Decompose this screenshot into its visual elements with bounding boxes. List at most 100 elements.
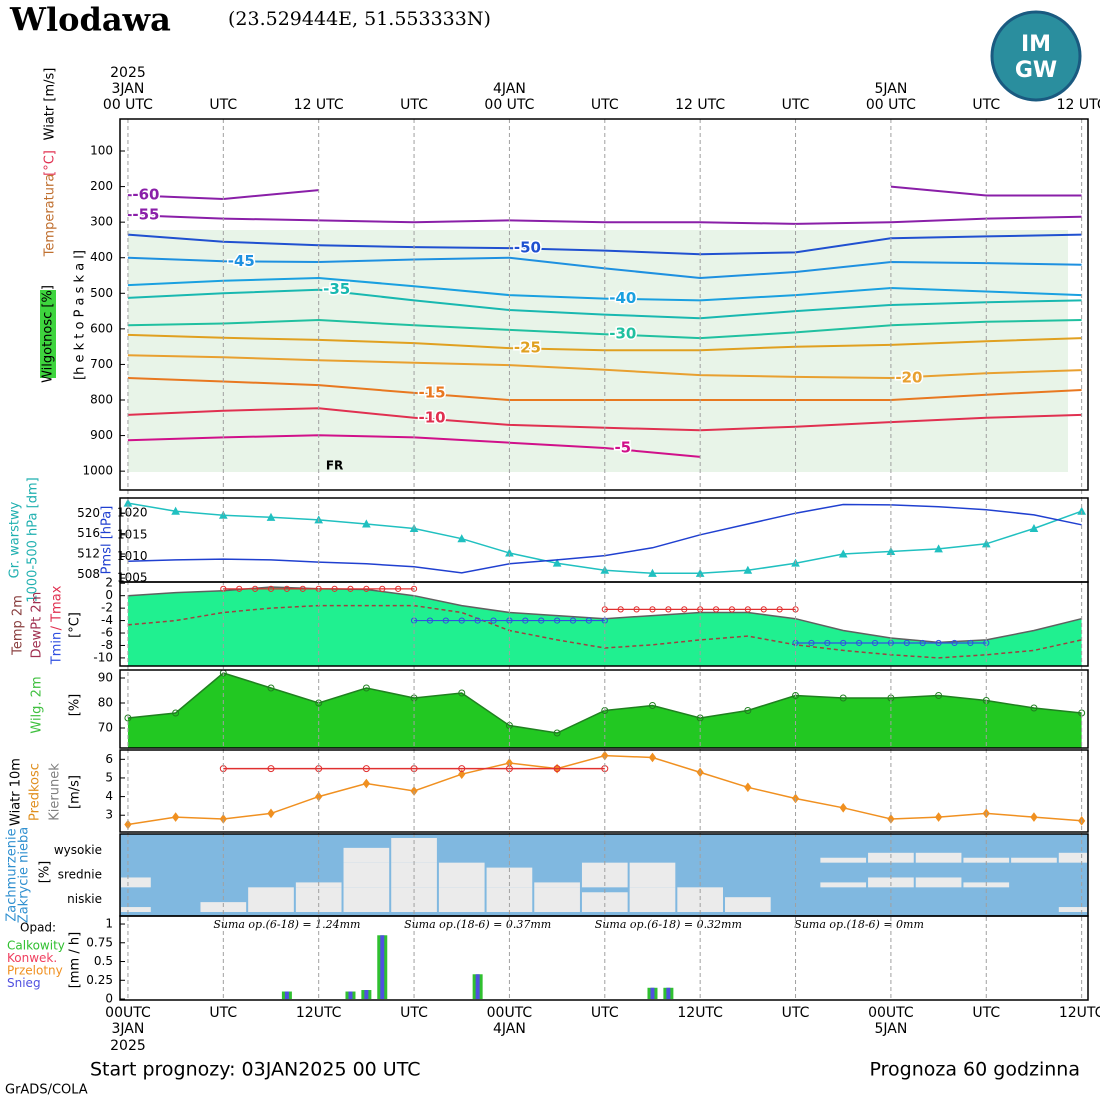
marker [283,585,290,592]
marker [267,808,275,819]
y-tick-label: 0.75 [86,935,113,949]
y-tick-label: 70 [98,721,113,735]
precip-bar [364,990,369,1000]
y-tick-label: 600 [90,321,113,335]
marker [728,606,736,613]
cloud-bar [1058,907,1087,912]
y-tick-label: 1005 [117,571,148,585]
x-tick-label: 00 UTC [484,97,534,113]
precip-sum: Suma op.(6-18) = 1.24mm [213,918,360,931]
isotherm [127,354,1082,380]
y-tick-label: 0.25 [86,973,113,987]
precip-bar [380,935,385,1000]
x-tick-label: 00 UTC [866,97,916,113]
marker [363,585,370,592]
axis-label: Tmin [50,632,65,665]
y-tick-label: 1000 [82,464,113,478]
axis-label: 1000-500 hPa [dm] [26,477,41,602]
marker [442,617,449,624]
cloud-bar [343,862,390,888]
isotherm-label: -45 [228,252,255,270]
axis-label: Wilg. 2m [30,676,45,733]
marker [426,617,434,624]
area [127,673,1082,748]
marker [553,765,561,773]
marker [1030,812,1038,822]
x-tick-label: UTC [400,1005,428,1021]
legend-entry: Calkowity [7,939,65,953]
y-tick-label: -2 [101,601,113,615]
marker [935,639,942,647]
isotherm [127,276,1082,302]
annotation: FR [326,458,343,472]
marker [171,506,180,515]
marker [362,684,370,692]
marker [776,606,783,613]
date-label: 4JAN [493,1021,526,1037]
x-tick-label: 00 UTC [103,97,153,113]
x-tick-label: UTC [591,1005,619,1021]
y-tick-label: 500 [90,286,113,300]
isotherm [127,214,1082,225]
isotherm-label: -25 [514,339,541,357]
isotherm-label: -60 [132,186,159,204]
category-label: wysokie [54,843,102,857]
x-tick-label: 12 UTC [675,97,725,113]
precip-sum: Suma op.(18-6) = 0.37mm [404,918,551,931]
y-tick-label: 1010 [117,549,148,563]
date-label: 5JAN [874,81,907,97]
marker [1030,704,1038,712]
marker [490,617,497,624]
y-tick-label: 3 [105,808,113,822]
y-tick-label: 0 [105,992,113,1006]
axis-label: Gr. warstwy [8,501,23,578]
marker [712,606,720,613]
axis-label: Pmsl [hPa] [100,506,115,575]
axis-label: / Tmax [50,585,65,630]
x-tick-label: 00UTC [487,1005,533,1021]
marker [395,585,402,592]
axis-label: [m/s] [68,775,83,809]
axis-label: Kierunek [48,763,63,821]
marker [267,765,275,773]
marker [267,684,275,692]
isotherm-label: -35 [323,280,350,298]
year-label: 2025 [110,65,146,81]
cloud-bar [343,847,390,863]
marker [347,585,354,592]
marker [824,639,831,647]
marker [252,585,259,592]
precip-bar [475,974,480,1000]
marker [935,692,943,699]
marker [744,707,752,714]
cloud-bar [581,892,628,912]
isotherm-label: -20 [895,368,922,386]
axis-label: Wiatr [m/s] [43,68,58,141]
y-tick-label: 0 [105,588,113,602]
marker [743,565,753,574]
cloud-bar [820,882,867,888]
axis-label: Temp 2m [11,595,26,656]
axis-label: DewPt 2m [30,592,45,659]
y-tick-label: -8 [101,638,113,652]
x-tick-label: UTC [591,97,619,113]
marker [553,729,561,737]
cloud-bar [963,857,1010,863]
date-label: 4JAN [493,81,526,97]
marker [792,692,800,699]
credit: GrADS/COLA [5,1083,88,1098]
y-tick-label: -6 [101,626,113,640]
marker [458,769,466,780]
y-tick-label: 6 [105,752,113,766]
axis-label: [°C] [68,612,83,638]
panel-frame [119,915,1089,1001]
x-tick-label: UTC [782,97,810,113]
marker [266,512,276,521]
marker [839,694,847,702]
marker [569,617,577,624]
date-label: 3JAN [112,81,145,97]
x-tick-label: UTC [972,1005,1000,1021]
x-tick-label: UTC [972,97,1000,113]
isotherm-label: -55 [132,206,159,224]
